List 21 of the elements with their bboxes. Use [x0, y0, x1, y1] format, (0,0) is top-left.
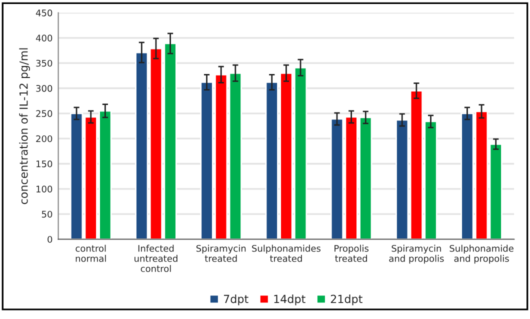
legend-label: 14dpt [274, 294, 306, 306]
x-tick-label: Spiramycin and propolis [389, 244, 444, 264]
y-tick-label: 150 [36, 160, 52, 168]
y-axis-title: concentration of IL-12 pg/ml [19, 48, 30, 204]
x-tick-label: Spiramycin treated [196, 244, 246, 262]
x-tick-label: Infected untreated control [134, 244, 178, 272]
y-tick-label: 200 [36, 135, 52, 142]
x-tick-label: Sulphonamides treated [252, 244, 320, 262]
y-tick-label: 250 [36, 110, 52, 117]
legend-label: 21dpt [330, 294, 362, 306]
y-tick-label: 100 [36, 186, 52, 192]
y-tick-label: 300 [36, 84, 52, 92]
x-tick-label: Propolis treated [334, 244, 369, 262]
x-tick-label: Sulphonamide and propolis [450, 244, 514, 264]
y-tick-label: 0 [48, 236, 52, 243]
y-tick-label: 50 [42, 210, 52, 218]
y-tick-label: 400 [36, 34, 52, 42]
y-tick-label: 450 [36, 9, 52, 16]
x-tick-label: control normal [76, 244, 106, 262]
y-tick-label: 350 [36, 60, 52, 67]
legend-label: 7dpt [224, 294, 248, 306]
